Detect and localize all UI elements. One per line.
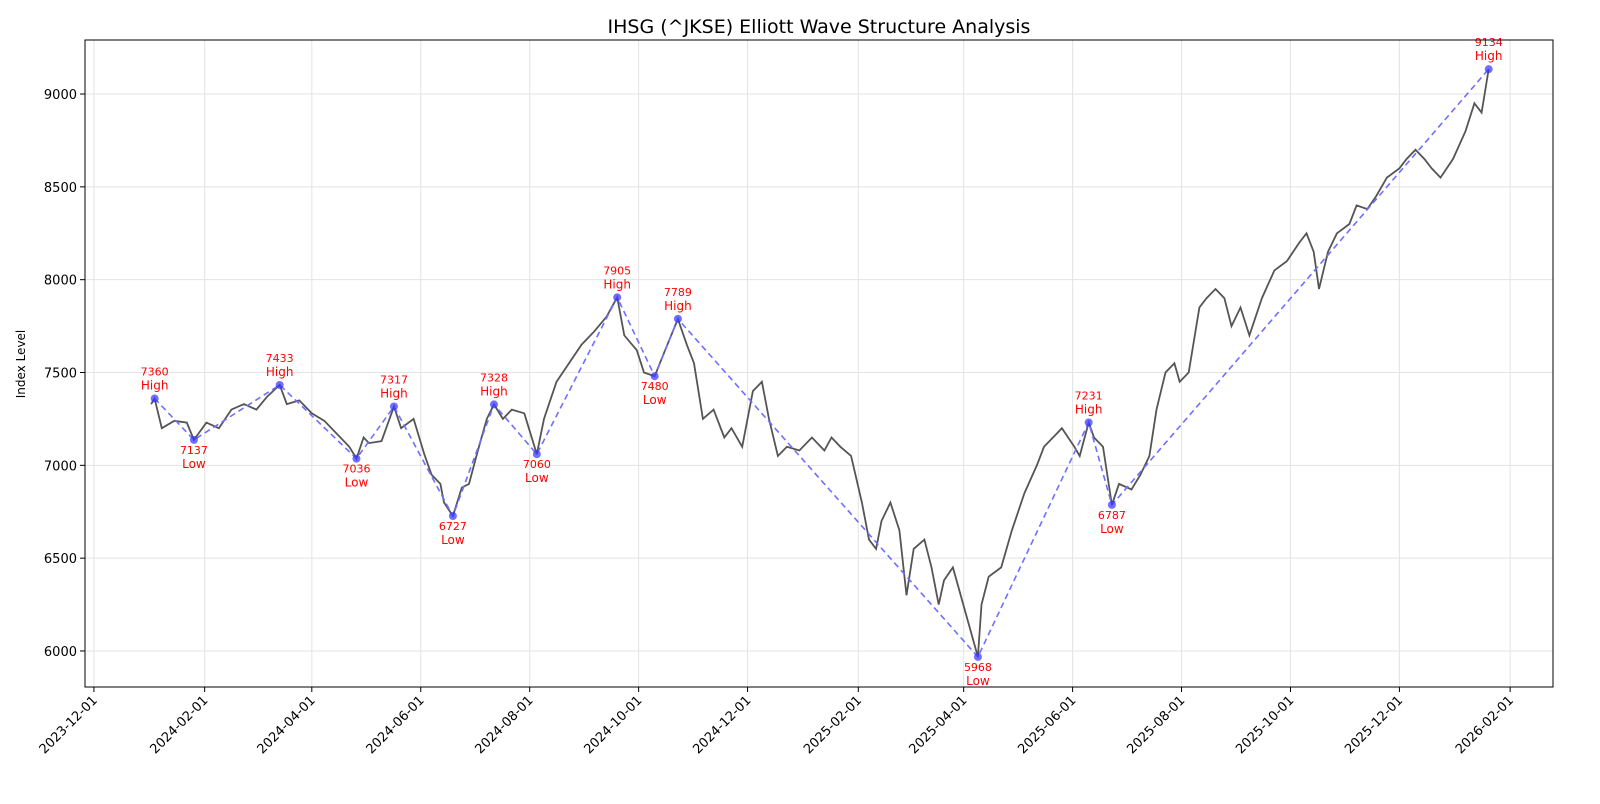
pivot-value-label: 9134 <box>1475 36 1503 49</box>
x-tick-label: 2023-12-01 <box>37 693 101 757</box>
x-tick-label: 2025-12-01 <box>1342 693 1406 757</box>
wave-line <box>154 68 1490 659</box>
pivot-type-label: Low <box>1100 522 1124 536</box>
pivot-marker <box>973 652 982 661</box>
pivot-value-label: 7060 <box>523 458 551 471</box>
x-tick-label: 2025-02-01 <box>801 693 865 757</box>
pivot-marker <box>673 314 682 323</box>
pivot-marker <box>489 400 498 409</box>
pivot-value-label: 7905 <box>603 264 631 277</box>
pivot-value-label: 6787 <box>1098 509 1126 522</box>
y-tick-label: 8000 <box>44 274 77 289</box>
pivot-type-label: High <box>141 378 169 392</box>
pivot-marker <box>275 380 284 389</box>
pivot-marker <box>1107 500 1116 509</box>
y-tick-label: 7500 <box>44 367 77 382</box>
x-tick-label: 2025-08-01 <box>1124 693 1188 757</box>
pivot-marker <box>650 372 659 381</box>
pivot-type-label: High <box>603 277 631 291</box>
pivot-marker <box>150 394 159 403</box>
pivot-marker <box>532 450 541 459</box>
y-tick-label: 7000 <box>44 459 77 474</box>
pivot-marker <box>389 402 398 411</box>
price-line <box>150 68 1490 658</box>
y-tick-label: 6000 <box>44 645 77 660</box>
pivot-labels-group: 7360High7137Low7433High7036Low7317High67… <box>141 36 1503 688</box>
pivot-type-label: High <box>380 386 408 400</box>
pivot-type-label: Low <box>441 533 465 547</box>
x-tick-label: 2024-02-01 <box>147 693 211 757</box>
pivot-type-label: Low <box>525 471 549 485</box>
y-tick-label: 8500 <box>44 181 77 196</box>
x-axis-ticks: 2023-12-01 2024-02-01 2024-04-01 2024-06-01… <box>37 687 1517 757</box>
y-tick-label: 6500 <box>44 552 77 567</box>
chart-title: IHSG (^JKSE) Elliott Wave Structure Anal… <box>608 16 1031 38</box>
pivot-type-label: Low <box>345 476 369 490</box>
pivot-value-label: 6727 <box>439 520 467 533</box>
pivot-type-label: Low <box>182 457 206 471</box>
pivot-type-label: High <box>664 299 692 313</box>
pivot-type-label: Low <box>966 674 990 688</box>
x-tick-label: 2024-10-01 <box>581 693 645 757</box>
pivot-value-label: 5968 <box>964 661 992 674</box>
pivot-value-label: 7360 <box>141 365 169 378</box>
y-axis-ticks: 6000 6500 7000 7500 8000 8500 9000 <box>44 88 85 660</box>
x-tick-label: 2025-04-01 <box>906 693 970 757</box>
pivot-marker <box>448 512 457 521</box>
pivot-type-label: Low <box>643 393 667 407</box>
y-axis-label: Index Level <box>14 330 28 399</box>
pivot-value-label: 7036 <box>342 463 370 476</box>
pivot-marker <box>1084 418 1093 427</box>
pivot-value-label: 7789 <box>664 286 692 299</box>
x-tick-label: 2024-08-01 <box>472 693 536 757</box>
x-tick-label: 2025-10-01 <box>1233 693 1297 757</box>
x-tick-label: 2026-02-01 <box>1453 693 1517 757</box>
x-tick-label: 2024-04-01 <box>255 693 319 757</box>
pivot-marker <box>352 454 361 463</box>
pivot-type-label: High <box>1075 402 1103 416</box>
pivot-type-label: High <box>480 384 508 398</box>
pivot-value-label: 7433 <box>266 352 294 365</box>
x-tick-label: 2024-06-01 <box>364 693 428 757</box>
y-tick-label: 9000 <box>44 88 77 103</box>
pivot-marker <box>613 293 622 302</box>
pivot-value-label: 7137 <box>180 444 208 457</box>
plot-frame <box>84 39 1554 688</box>
pivot-marker <box>189 435 198 444</box>
grid-lines <box>85 40 1553 687</box>
pivot-value-label: 7480 <box>641 380 669 393</box>
pivot-type-label: High <box>266 365 294 379</box>
pivot-value-label: 7328 <box>480 371 508 384</box>
price-line-group <box>150 68 1490 658</box>
pivot-type-label: High <box>1475 49 1503 63</box>
x-tick-label: 2025-06-01 <box>1015 693 1079 757</box>
pivot-value-label: 7231 <box>1075 389 1103 402</box>
x-tick-label: 2024-12-01 <box>690 693 754 757</box>
pivot-marker <box>1484 65 1493 74</box>
pivot-value-label: 7317 <box>380 373 408 386</box>
wave-structure-group <box>150 65 1493 661</box>
